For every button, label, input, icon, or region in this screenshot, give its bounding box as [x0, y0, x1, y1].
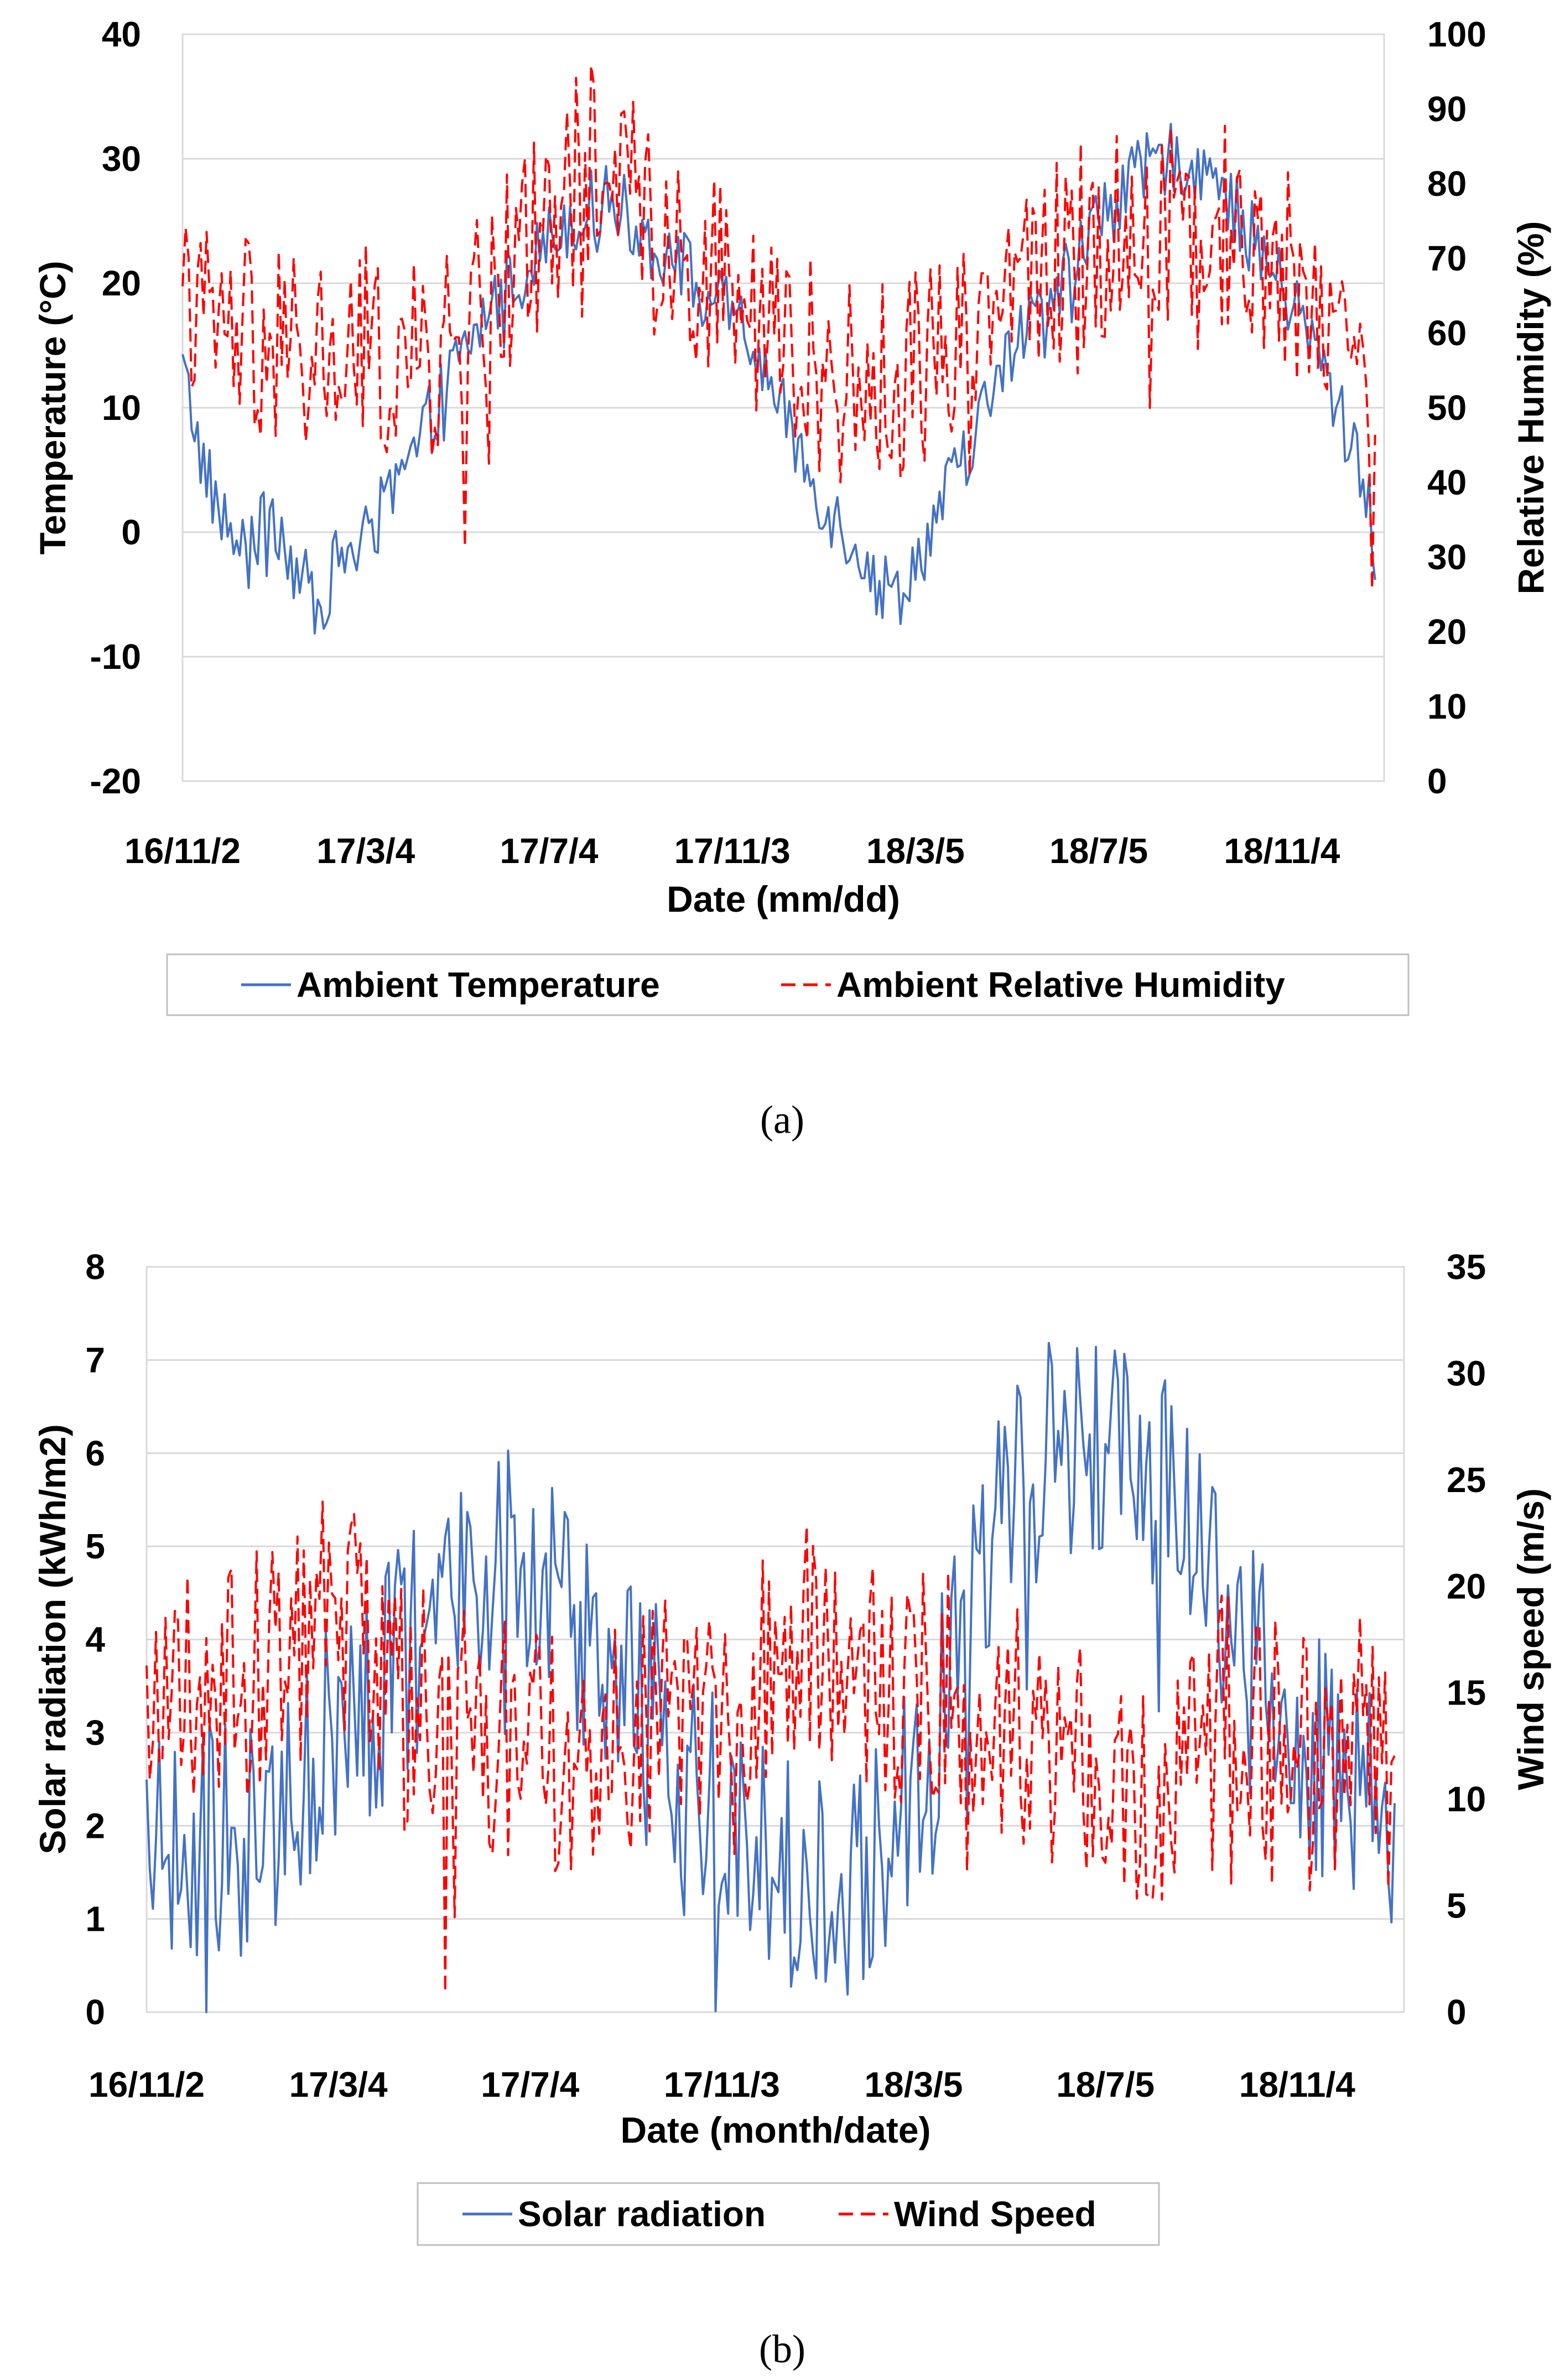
- chart-a-caption: (a): [760, 1098, 804, 1142]
- x-tick-label: 17/7/4: [481, 2065, 579, 2104]
- y-tick-label: 0: [85, 1992, 105, 2032]
- y-tick-label: 5: [85, 1526, 105, 1566]
- chart-a-y2-ticks: 0 10 20 30 40 50 60 70 80 90 100: [1427, 14, 1486, 801]
- chart-b: 0 1 2 3 4 5 6 7 8 0 5 10 15 20 25 30 35 16/11/2 17/3/4 17…: [32, 1247, 1551, 2371]
- chart-a-y-axis-title: Temperature (°C): [32, 261, 73, 554]
- chart-a-series: [181, 64, 1376, 635]
- y-tick-label: 40: [102, 14, 141, 54]
- chart-b-series: [145, 1342, 1396, 2013]
- series-line-ambient-temperature: [181, 123, 1376, 635]
- chart-b-y2-ticks: 0 5 10 15 20 25 30 35: [1447, 1247, 1486, 2032]
- y-tick-label: 7: [85, 1340, 105, 1380]
- y-tick-label: 4: [85, 1620, 105, 1660]
- y2-tick-label: 35: [1447, 1247, 1486, 1287]
- y-tick-label: 2: [85, 1806, 105, 1846]
- y2-tick-label: 10: [1427, 687, 1467, 726]
- chart-a-x-ticks: 16/11/2 17/3/4 17/7/4 17/11/3 18/3/5 18/7/5 18…: [124, 831, 1340, 871]
- x-tick-label: 18/3/5: [866, 831, 965, 871]
- y-tick-label: 10: [102, 388, 141, 428]
- chart-b-y2-axis-title: Wind speed (m/s): [1510, 1488, 1551, 1790]
- y2-tick-label: 100: [1427, 14, 1486, 54]
- chart-b-gridlines: [147, 1266, 1404, 2013]
- chart-a-y-ticks: -20 -10 0 10 20 30 40: [90, 14, 142, 801]
- chart-b-legend-label-wind: Wind Speed: [894, 2194, 1096, 2234]
- chart-b-caption: (b): [759, 2327, 805, 2371]
- y2-tick-label: 20: [1427, 612, 1467, 652]
- y-tick-label: 0: [121, 512, 141, 552]
- y2-tick-label: 5: [1447, 1886, 1467, 1926]
- x-tick-label: 17/3/4: [316, 831, 415, 871]
- y2-tick-label: 70: [1427, 238, 1467, 278]
- x-tick-label: 16/11/2: [89, 2065, 205, 2104]
- y2-tick-label: 10: [1447, 1779, 1486, 1819]
- chart-b-x-axis-title: Date (month/date): [621, 2109, 931, 2150]
- y2-tick-label: 20: [1447, 1566, 1486, 1606]
- y2-tick-label: 40: [1427, 463, 1467, 502]
- x-tick-label: 18/11/4: [1239, 2065, 1355, 2104]
- x-tick-label: 18/11/4: [1224, 831, 1340, 871]
- chart-a-legend-label-humidity: Ambient Relative Humidity: [836, 965, 1285, 1005]
- chart-a-legend-label-temperature: Ambient Temperature: [297, 965, 660, 1005]
- chart-b-legend-label-solar: Solar radiation: [518, 2194, 766, 2234]
- x-tick-label: 18/7/5: [1056, 2065, 1155, 2104]
- chart-a-gridlines: [183, 33, 1384, 782]
- y2-tick-label: 0: [1447, 1992, 1467, 2032]
- y-tick-label: 3: [85, 1713, 105, 1753]
- x-tick-label: 17/11/3: [674, 831, 791, 871]
- y2-tick-label: 0: [1427, 761, 1447, 801]
- x-tick-label: 17/3/4: [289, 2065, 388, 2104]
- x-tick-label: 18/7/5: [1049, 831, 1148, 871]
- y-tick-label: 1: [85, 1899, 105, 1939]
- y-tick-label: 30: [102, 139, 141, 179]
- y2-tick-label: 30: [1427, 537, 1467, 577]
- chart-b-legend: Solar radiation Wind Speed: [417, 2182, 1160, 2246]
- y2-tick-label: 15: [1447, 1673, 1486, 1713]
- chart-b-legend-box: [417, 2182, 1160, 2246]
- x-tick-label: 16/11/2: [124, 831, 241, 871]
- x-tick-label: 17/7/4: [500, 831, 598, 871]
- y2-tick-label: 80: [1427, 164, 1467, 204]
- series-line-wind-speed: [145, 1500, 1396, 1994]
- chart-a-x-axis-title: Date (mm/dd): [667, 879, 900, 919]
- y-tick-label: 6: [85, 1433, 105, 1473]
- y2-tick-label: 30: [1447, 1353, 1486, 1393]
- chart-a-legend: Ambient Temperature Ambient Relative Hum…: [166, 953, 1410, 1016]
- chart-b-y-axis-title: Solar radiation (kWh/m2): [32, 1424, 73, 1854]
- y-tick-label: 20: [102, 263, 141, 303]
- y2-tick-label: 60: [1427, 313, 1467, 353]
- chart-a-y2-axis-title: Relative Humidity (%): [1510, 221, 1551, 595]
- y-tick-label: -20: [90, 761, 142, 801]
- chart-a: -20 -10 0 10 20 30 40 0 10 20 30 40 50 60 70 80 90 100 1…: [32, 14, 1551, 1142]
- x-tick-label: 18/3/5: [865, 2065, 963, 2104]
- y-tick-label: -10: [90, 637, 142, 677]
- y2-tick-label: 25: [1447, 1460, 1486, 1500]
- y-tick-label: 8: [85, 1247, 105, 1287]
- series-line-solar-radiation: [145, 1342, 1396, 2013]
- chart-b-x-ticks: 16/11/2 17/3/4 17/7/4 17/11/3 18/3/5 18/7/5 18…: [89, 2065, 1355, 2104]
- chart-b-y-ticks: 0 1 2 3 4 5 6 7 8: [85, 1247, 105, 2032]
- x-tick-label: 17/11/3: [664, 2065, 780, 2104]
- y2-tick-label: 90: [1427, 89, 1467, 129]
- y2-tick-label: 50: [1427, 388, 1467, 428]
